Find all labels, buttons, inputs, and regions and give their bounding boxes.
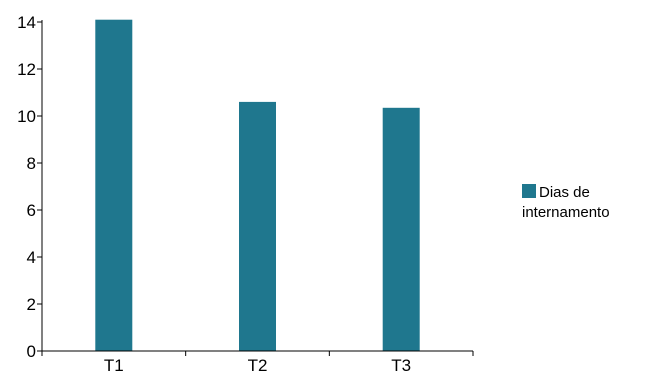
y-tick-label: 2 [27, 295, 36, 314]
y-tick-label: 10 [17, 107, 36, 126]
bar-t1 [95, 20, 132, 351]
y-tick-label: 6 [27, 201, 36, 220]
x-tick-label: T3 [391, 356, 411, 374]
bar-t3 [383, 108, 420, 351]
y-tick-label: 4 [27, 248, 36, 267]
legend: Dias de internamento [522, 183, 647, 223]
legend-swatch [522, 184, 536, 198]
ticks-layer: 0 2 4 6 8 10 12 14 T1 T2 T3 [17, 13, 411, 374]
y-tick-label: 14 [17, 13, 36, 32]
y-tick-label: 12 [17, 60, 36, 79]
y-tick-label: 8 [27, 154, 36, 173]
bars-layer [95, 20, 419, 351]
bar-t2 [239, 102, 276, 351]
x-tick-label: T2 [248, 356, 268, 374]
x-tick-label: T1 [104, 356, 124, 374]
y-tick-label: 0 [27, 342, 36, 361]
